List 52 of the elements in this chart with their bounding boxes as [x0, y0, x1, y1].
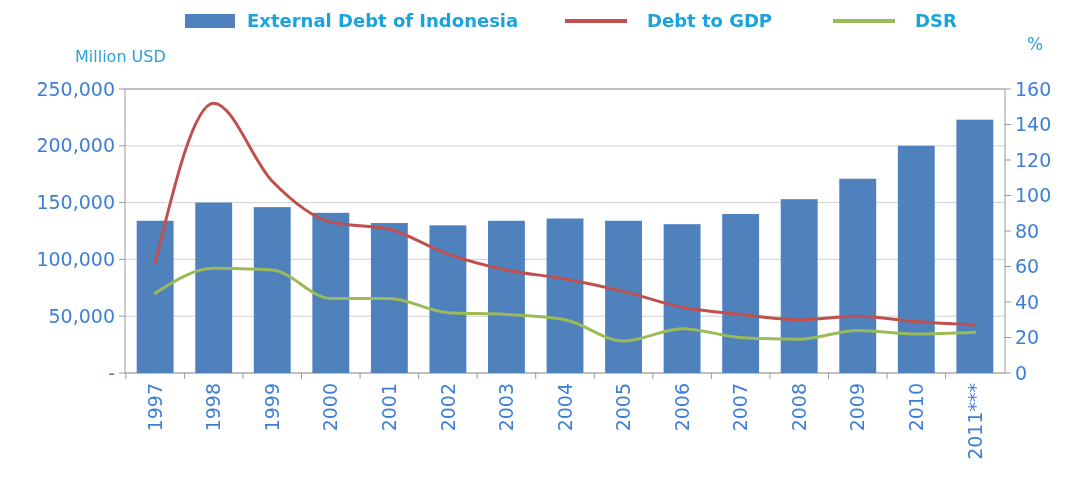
x-tick-label: 2001 — [378, 383, 400, 432]
bar — [663, 224, 701, 373]
x-tick-label: 2002 — [436, 383, 459, 432]
legend-label: External Debt of Indonesia — [247, 10, 519, 32]
line-series — [153, 266, 977, 343]
x-tick-label: 2006 — [670, 383, 693, 432]
y2-tick-label: 40 — [1015, 290, 1040, 313]
bar — [312, 212, 350, 373]
y2-tick-label: 160 — [1015, 77, 1052, 100]
bar — [546, 218, 584, 373]
bar — [195, 202, 233, 373]
x-tick-label: 2010 — [904, 383, 927, 432]
y2-tick-label: 20 — [1015, 326, 1040, 349]
y2-tick-label: 120 — [1015, 148, 1052, 171]
y-tick-label: 200,000 — [36, 134, 115, 157]
bar — [429, 225, 467, 373]
y-tick-label: 250,000 — [36, 77, 115, 100]
y-axis-title: Million USD — [75, 47, 166, 66]
y-tick-label: - — [108, 361, 115, 384]
x-tick-label: 2011*** — [963, 383, 986, 460]
bar — [722, 213, 760, 373]
y2-tick-label: 80 — [1015, 219, 1040, 242]
bar — [488, 220, 525, 373]
bar — [136, 220, 174, 373]
bar — [253, 207, 291, 373]
x-tick-label: 2009 — [846, 383, 869, 432]
bar — [956, 119, 994, 373]
legend-label: DSR — [915, 10, 957, 32]
y-tick-label: 100,000 — [36, 248, 115, 271]
y-tick-label: 50,000 — [48, 304, 115, 327]
y2-tick-label: 60 — [1015, 255, 1040, 278]
x-tick-label: 2000 — [319, 383, 342, 432]
y2-tick-label: 0 — [1015, 361, 1028, 384]
line-series — [153, 101, 977, 327]
bar — [839, 178, 877, 373]
x-tick-label: 2008 — [787, 383, 810, 432]
y-tick-label: 150,000 — [36, 191, 115, 214]
x-tick-label: 1999 — [260, 383, 283, 432]
y2-tick-label: 140 — [1015, 113, 1052, 136]
bar — [897, 145, 935, 373]
bar — [780, 199, 818, 373]
x-tick-label: 2005 — [612, 383, 635, 432]
x-tick-label: 1998 — [202, 383, 225, 432]
y2-tick-label: 100 — [1015, 184, 1052, 207]
legend-label: Debt to GDP — [647, 10, 773, 32]
bar — [605, 220, 642, 373]
y2-axis-title: % — [1027, 34, 1044, 54]
x-tick-label: 2003 — [495, 383, 518, 432]
x-tick-label: 2004 — [553, 383, 576, 432]
x-tick-label: 1997 — [143, 383, 166, 432]
x-tick-label: 2007 — [729, 383, 752, 432]
bar — [370, 223, 408, 373]
